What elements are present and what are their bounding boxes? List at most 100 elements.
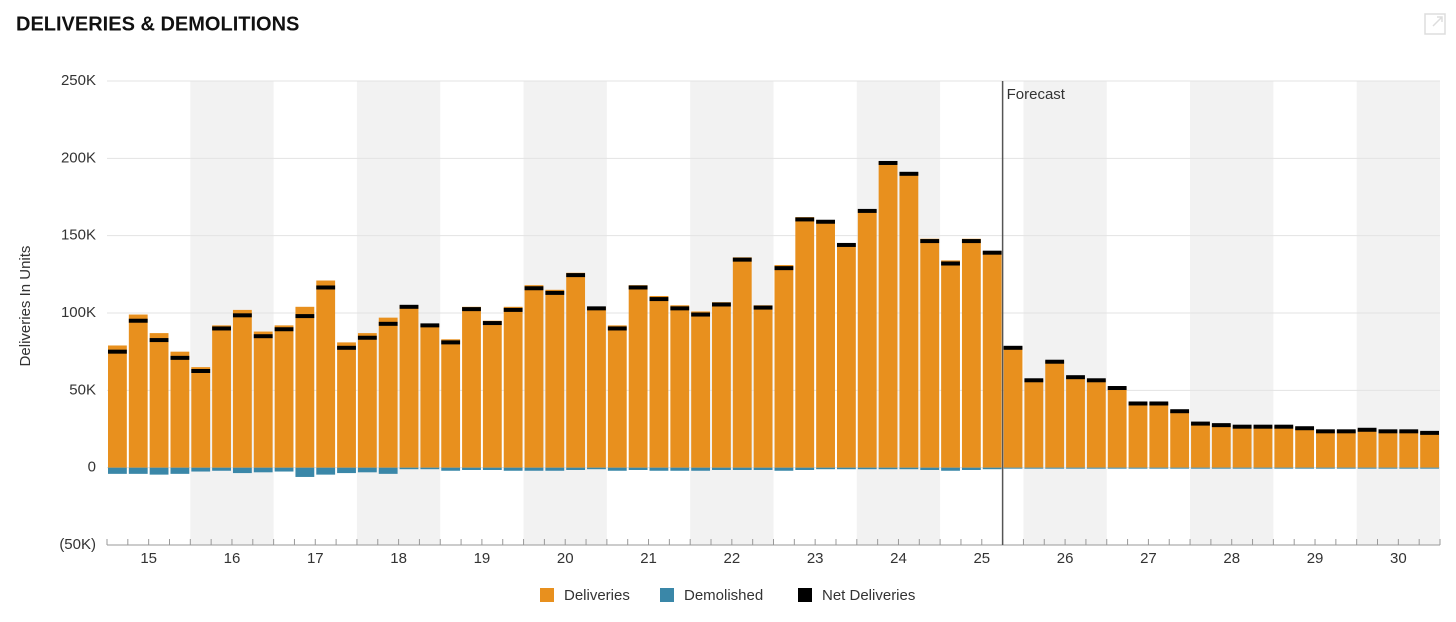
- demolished-bar: [1107, 467, 1127, 469]
- demolished-bar: [836, 467, 856, 470]
- x-tick-label: 23: [807, 550, 824, 567]
- net-deliveries-marker: [1357, 427, 1377, 432]
- deliveries-bar: [1107, 387, 1127, 468]
- net-deliveries-marker: [1274, 424, 1294, 429]
- x-tick-label: 29: [1307, 550, 1324, 567]
- demolished-bar: [566, 467, 586, 470]
- net-deliveries-marker: [816, 219, 835, 224]
- net-deliveries-marker: [232, 313, 252, 318]
- deliveries-bar: [1170, 410, 1190, 468]
- y-tick-label: 150K: [61, 227, 96, 244]
- net-deliveries-marker: [1024, 378, 1044, 383]
- x-tick-label: 19: [474, 550, 491, 567]
- net-deliveries-marker: [836, 242, 856, 247]
- net-deliveries-marker: [1211, 423, 1231, 428]
- demolished-bar: [628, 467, 648, 470]
- demolished-bar: [649, 467, 669, 471]
- net-deliveries-marker: [524, 286, 544, 291]
- deliveries-bar: [1295, 427, 1315, 468]
- legend-label: Demolished: [684, 587, 763, 604]
- x-tick-label: 16: [224, 550, 241, 567]
- deliveries-bar: [482, 320, 502, 468]
- demolished-bar: [816, 467, 835, 470]
- net-deliveries-marker: [753, 305, 773, 310]
- deliveries-bar: [899, 172, 919, 468]
- net-deliveries-marker: [482, 321, 502, 326]
- demolished-bar: [920, 467, 940, 470]
- net-deliveries-marker: [1295, 426, 1315, 431]
- deliveries-bar: [1232, 425, 1252, 468]
- demolished-bar: [712, 467, 731, 470]
- demolished-bar: [191, 467, 211, 472]
- net-deliveries-marker: [357, 335, 377, 340]
- deliveries-bar: [628, 285, 648, 468]
- deliveries-bar: [857, 209, 877, 468]
- expand-icon[interactable]: [1424, 13, 1446, 35]
- net-deliveries-marker: [1066, 375, 1085, 380]
- y-axis-label: Deliveries In Units: [17, 246, 34, 367]
- deliveries-bar: [691, 311, 711, 468]
- deliveries-bar: [1357, 429, 1377, 468]
- demolished-bar: [670, 467, 690, 471]
- net-deliveries-marker: [670, 306, 690, 311]
- demolished-bar: [1316, 467, 1335, 469]
- demolished-bar: [524, 467, 544, 471]
- deliveries-bar: [191, 367, 211, 468]
- demolished-bar: [1274, 467, 1294, 469]
- demolished-bar: [878, 467, 898, 470]
- deliveries-bar: [399, 305, 419, 468]
- demolished-bar: [607, 467, 627, 471]
- demolished-bar: [774, 467, 794, 471]
- deliveries-bar: [232, 309, 252, 468]
- deliveries-bar: [253, 331, 273, 468]
- net-deliveries-marker: [170, 355, 190, 360]
- x-tick-label: 21: [640, 550, 657, 567]
- net-deliveries-marker: [878, 160, 898, 165]
- net-deliveries-marker: [1128, 401, 1148, 406]
- x-tick-label: 25: [973, 550, 990, 567]
- demolished-bar: [1024, 467, 1044, 469]
- net-deliveries-marker: [337, 345, 356, 350]
- deliveries-bar: [337, 342, 356, 468]
- net-deliveries-marker: [1316, 429, 1335, 434]
- net-deliveries-marker: [545, 290, 565, 295]
- demolished-bar: [128, 467, 148, 474]
- deliveries-bar: [732, 257, 752, 468]
- deliveries-bar: [503, 306, 523, 468]
- net-deliveries-marker: [920, 239, 940, 244]
- net-deliveries-marker: [857, 208, 877, 213]
- demolished-bar: [441, 467, 461, 471]
- demolished-bar: [462, 467, 481, 470]
- demolished-bar: [482, 467, 502, 470]
- net-deliveries-marker: [1086, 378, 1106, 383]
- deliveries-bar: [607, 325, 627, 468]
- x-tick-label: 27: [1140, 550, 1157, 567]
- deliveries-bar: [649, 295, 669, 468]
- y-tick-label: 0: [88, 459, 96, 476]
- deliveries-bar: [274, 325, 294, 468]
- demolished-bar: [108, 467, 127, 474]
- deliveries-bar: [795, 217, 815, 468]
- net-deliveries-marker: [1107, 386, 1127, 391]
- x-tick-label: 30: [1390, 550, 1407, 567]
- y-tick-label: (50K): [59, 536, 96, 553]
- deliveries-bar: [753, 305, 773, 468]
- net-deliveries-marker: [399, 304, 419, 309]
- net-deliveries-marker: [774, 266, 794, 271]
- deliveries-bar: [128, 314, 148, 468]
- net-deliveries-marker: [587, 306, 606, 311]
- net-deliveries-marker: [1149, 401, 1169, 406]
- legend-swatch: [540, 588, 554, 602]
- demolished-bar: [1128, 467, 1148, 469]
- deliveries-bar: [774, 265, 794, 468]
- demolished-bar: [795, 467, 815, 470]
- demolished-bar: [587, 467, 606, 470]
- x-tick-label: 26: [1057, 550, 1074, 567]
- deliveries-bar: [170, 351, 190, 468]
- demolished-bar: [149, 467, 169, 475]
- deliveries-bar: [1003, 347, 1023, 468]
- demolished-bar: [420, 467, 440, 470]
- demolished-bar: [1086, 467, 1106, 469]
- net-deliveries-marker: [378, 321, 398, 326]
- demolished-bar: [232, 467, 252, 474]
